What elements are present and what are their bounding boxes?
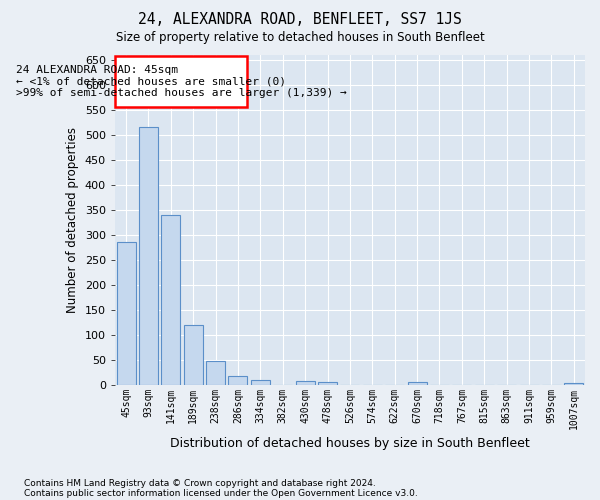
- Bar: [296, 381, 314, 385]
- Bar: [318, 382, 337, 385]
- Bar: [161, 215, 181, 385]
- Y-axis label: Number of detached properties: Number of detached properties: [66, 127, 79, 313]
- X-axis label: Distribution of detached houses by size in South Benfleet: Distribution of detached houses by size …: [170, 437, 530, 450]
- FancyBboxPatch shape: [115, 56, 247, 108]
- Bar: [139, 128, 158, 385]
- Text: 24, ALEXANDRA ROAD, BENFLEET, SS7 1JS: 24, ALEXANDRA ROAD, BENFLEET, SS7 1JS: [138, 12, 462, 28]
- Text: 24 ALEXANDRA ROAD: 45sqm
← <1% of detached houses are smaller (0)
>99% of semi-d: 24 ALEXANDRA ROAD: 45sqm ← <1% of detach…: [16, 65, 346, 98]
- Bar: [229, 376, 247, 385]
- Bar: [184, 325, 203, 385]
- Bar: [206, 361, 225, 385]
- Bar: [564, 383, 583, 385]
- Bar: [116, 242, 136, 385]
- Text: Contains public sector information licensed under the Open Government Licence v3: Contains public sector information licen…: [24, 489, 418, 498]
- Text: Contains HM Land Registry data © Crown copyright and database right 2024.: Contains HM Land Registry data © Crown c…: [24, 478, 376, 488]
- Bar: [407, 382, 427, 385]
- Text: Size of property relative to detached houses in South Benfleet: Size of property relative to detached ho…: [116, 31, 484, 44]
- Bar: [251, 380, 270, 385]
